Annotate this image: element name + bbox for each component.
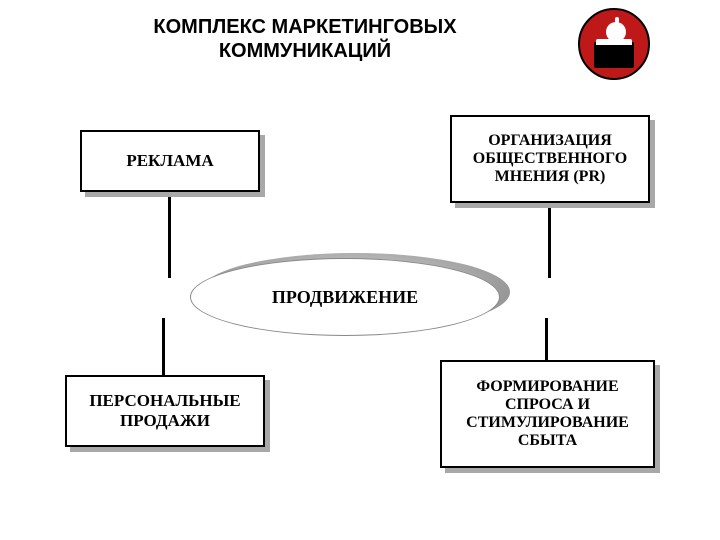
connector-tr — [548, 203, 551, 278]
connector-bl — [162, 318, 165, 375]
logo-icon — [578, 8, 650, 80]
node-label: ПЕРСОНАЛЬНЫЕ ПРОДАЖИ — [75, 391, 255, 431]
connector-tl — [168, 192, 171, 278]
diagram-title: КОМПЛЕКС МАРКЕТИНГОВЫХ КОММУНИКАЦИЙ — [120, 15, 490, 63]
node-label: ОРГАНИЗАЦИЯ ОБЩЕСТВЕННОГО МНЕНИЯ (PR) — [460, 132, 640, 186]
connector-br — [545, 318, 548, 360]
node-demand: ФОРМИРОВАНИЕ СПРОСА И СТИМУЛИРОВАНИЕ СБЫ… — [440, 360, 655, 468]
node-pr: ОРГАНИЗАЦИЯ ОБЩЕСТВЕННОГО МНЕНИЯ (PR) — [450, 115, 650, 203]
node-personal-sales: ПЕРСОНАЛЬНЫЕ ПРОДАЖИ — [65, 375, 265, 447]
node-reklama: РЕКЛАМА — [80, 130, 260, 192]
node-label: ФОРМИРОВАНИЕ СПРОСА И СТИМУЛИРОВАНИЕ СБЫ… — [450, 378, 645, 450]
node-label: РЕКЛАМА — [126, 151, 213, 171]
center-ellipse: ПРОДВИЖЕНИЕ — [190, 258, 500, 336]
center-label: ПРОДВИЖЕНИЕ — [272, 287, 418, 308]
